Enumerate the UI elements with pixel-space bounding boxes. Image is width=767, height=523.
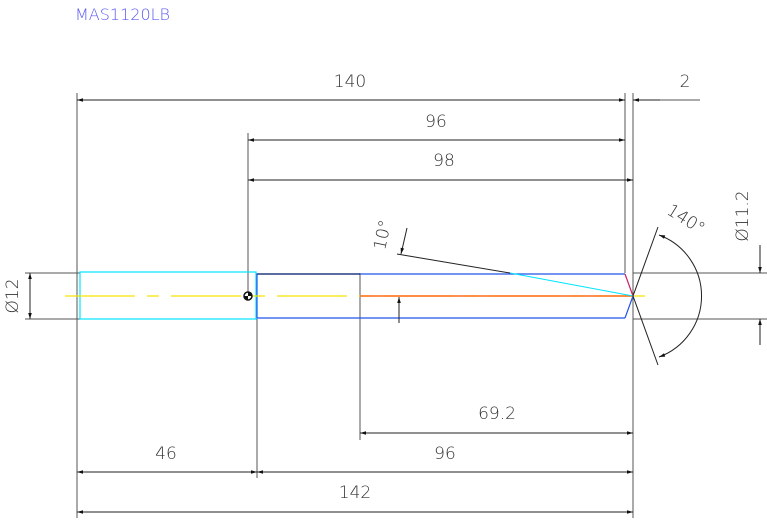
dimension-142: 142 (77, 483, 633, 514)
chamfer-bottom (624, 295, 634, 319)
dimension-diameter-12: Ø12 (3, 273, 32, 319)
dimension-46: 46 (77, 444, 257, 474)
svg-text:2: 2 (680, 72, 691, 92)
svg-text:140°: 140° (663, 200, 708, 239)
drill-part (65, 271, 645, 320)
dimension-2: 2 (633, 72, 691, 102)
svg-text:46: 46 (155, 444, 177, 464)
dimension-69-2: 69.2 (360, 404, 633, 435)
svg-text:69.2: 69.2 (478, 404, 516, 424)
svg-text:142: 142 (339, 483, 371, 503)
chamfer-top (624, 273, 634, 297)
svg-text:96: 96 (434, 444, 456, 464)
dimension-96-top: 96 (248, 112, 625, 142)
svg-text:10°: 10° (370, 218, 396, 252)
svg-text:Ø11.2: Ø11.2 (733, 190, 753, 241)
svg-text:98: 98 (433, 151, 455, 171)
svg-text:Ø12: Ø12 (3, 278, 23, 313)
dimension-96-bottom: 96 (257, 444, 633, 474)
dimension-140: 140 (77, 72, 625, 102)
extension-lines (25, 93, 767, 518)
dimension-diameter-11-2: Ø11.2 (733, 190, 762, 345)
svg-text:96: 96 (425, 112, 447, 132)
dimension-angle-140: 140° (632, 200, 708, 366)
dimension-angle-10: 10° (370, 218, 511, 323)
drawing-title: MAS1120LB (75, 5, 170, 24)
dimension-98: 98 (248, 151, 633, 182)
svg-text:140: 140 (334, 72, 366, 92)
